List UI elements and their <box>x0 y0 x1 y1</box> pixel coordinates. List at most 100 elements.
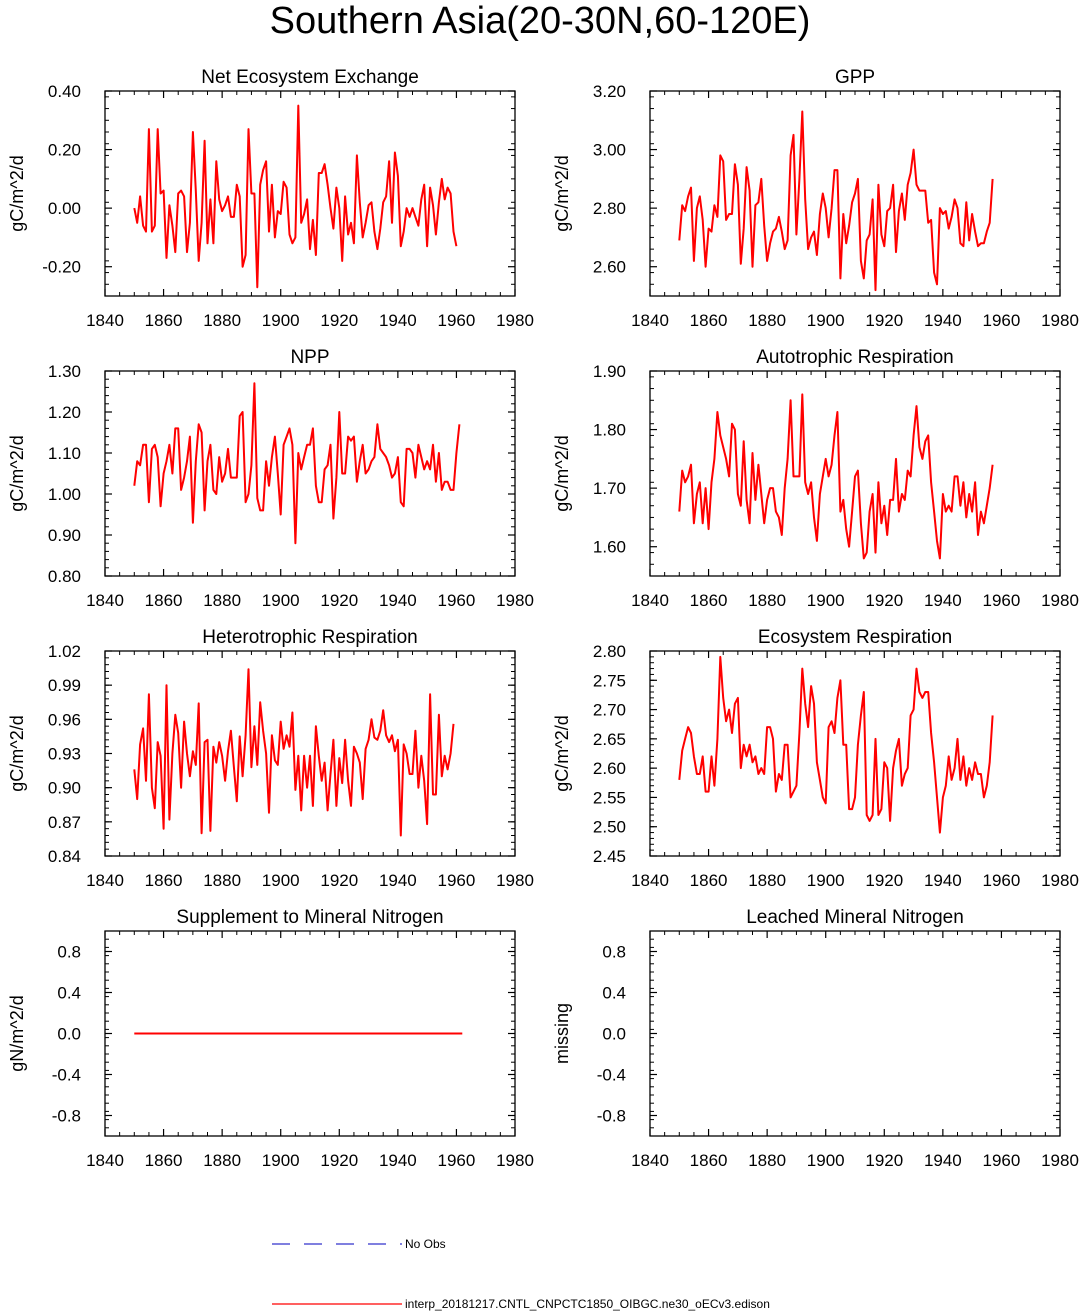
legend: No Obs interp_20181217.CNTL_CNPCTC1850_OI… <box>272 1237 770 1311</box>
y-tick-label: 0.90 <box>48 526 81 545</box>
x-tick-label: 1920 <box>865 1151 903 1170</box>
x-tick-label: 1920 <box>865 871 903 890</box>
x-tick-label: 1920 <box>320 311 358 330</box>
x-tick-label: 1980 <box>496 1151 534 1170</box>
y-axis-label: gC/m^2/d <box>552 155 572 231</box>
y-tick-label: 0.93 <box>48 745 81 764</box>
x-tick-label: 1880 <box>748 591 786 610</box>
y-tick-label: 0.4 <box>602 984 626 1003</box>
y-tick-label: 0.0 <box>602 1025 626 1044</box>
x-tick-label: 1880 <box>748 311 786 330</box>
plot-frame <box>104 650 516 857</box>
y-tick-label: 2.70 <box>593 701 626 720</box>
series-line <box>678 393 994 560</box>
y-tick-label: 2.60 <box>593 258 626 277</box>
y-tick-label: 2.80 <box>593 642 626 661</box>
x-tick-label: 1840 <box>631 1151 669 1170</box>
x-tick-label: 1840 <box>631 871 669 890</box>
x-tick-label: 1920 <box>320 591 358 610</box>
y-tick-label: 0.87 <box>48 813 81 832</box>
y-tick-label: 0.8 <box>57 943 81 962</box>
y-axis-label: gC/m^2/d <box>552 715 572 791</box>
x-tick-label: 1840 <box>86 1151 124 1170</box>
y-tick-label: 3.20 <box>593 82 626 101</box>
x-tick-label: 1880 <box>748 871 786 890</box>
x-tick-label: 1920 <box>865 591 903 610</box>
chart-panel-1: Net Ecosystem Exchange 1840 1860 1880 1900 19… <box>7 67 534 330</box>
y-axis-label: gC/m^2/d <box>7 435 27 511</box>
y-tick-label: 0.40 <box>48 82 81 101</box>
y-tick-label: 1.00 <box>48 485 81 504</box>
series-line <box>133 382 461 545</box>
y-tick-label: 2.75 <box>593 671 626 690</box>
y-tick-label: 2.55 <box>593 788 626 807</box>
x-tick-label: 1960 <box>983 1151 1021 1170</box>
y-tick-label: 0.84 <box>48 847 81 866</box>
x-tick-label: 1960 <box>983 311 1021 330</box>
x-tick-label: 1940 <box>924 1151 962 1170</box>
y-axis-label: gN/m^2/d <box>7 995 27 1071</box>
y-tick-label: 3.00 <box>593 141 626 160</box>
figure-title: Southern Asia(20-30N,60-120E) <box>269 0 811 42</box>
x-tick-label: 1860 <box>145 591 183 610</box>
y-tick-label: 1.10 <box>48 444 81 463</box>
plot-frame <box>649 930 1061 1137</box>
plot-frame <box>649 650 1061 857</box>
x-tick-label: 1920 <box>865 311 903 330</box>
y-tick-label: 1.80 <box>593 421 626 440</box>
plot-frame <box>104 370 516 577</box>
x-tick-label: 1860 <box>690 591 728 610</box>
y-tick-label: -0.8 <box>52 1107 81 1126</box>
chart-panel-8: Leached Mineral Nitrogen 1840 1860 1880 1900… <box>552 907 1079 1170</box>
x-tick-label: 1980 <box>496 311 534 330</box>
x-tick-label: 1980 <box>1041 591 1079 610</box>
panel-title: Ecosystem Respiration <box>758 627 952 648</box>
y-tick-label: 0.90 <box>48 779 81 798</box>
x-tick-label: 1900 <box>807 871 845 890</box>
x-tick-label: 1960 <box>438 311 476 330</box>
x-tick-label: 1900 <box>262 871 300 890</box>
y-tick-label: 1.60 <box>593 538 626 557</box>
x-tick-label: 1860 <box>145 871 183 890</box>
x-tick-label: 1940 <box>924 591 962 610</box>
x-tick-label: 1920 <box>320 1151 358 1170</box>
series-line <box>133 668 455 837</box>
panel-title: Autotrophic Respiration <box>756 347 954 368</box>
x-tick-label: 1940 <box>924 311 962 330</box>
y-tick-label: -0.4 <box>52 1066 81 1085</box>
y-tick-label: 1.02 <box>48 642 81 661</box>
y-tick-label: 2.65 <box>593 730 626 749</box>
x-tick-label: 1940 <box>924 871 962 890</box>
x-tick-label: 1960 <box>983 871 1021 890</box>
x-tick-label: 1980 <box>1041 311 1079 330</box>
x-tick-label: 1880 <box>203 591 241 610</box>
x-tick-label: 1940 <box>379 1151 417 1170</box>
series-line <box>133 104 458 289</box>
x-tick-label: 1840 <box>86 871 124 890</box>
x-tick-label: 1900 <box>807 1151 845 1170</box>
x-tick-label: 1840 <box>631 591 669 610</box>
x-tick-label: 1960 <box>438 1151 476 1170</box>
x-tick-label: 1960 <box>983 591 1021 610</box>
y-tick-label: 1.90 <box>593 362 626 381</box>
y-tick-label: -0.20 <box>42 258 81 277</box>
chart-panel-6: Ecosystem Respiration 1840 1860 1880 1900 192… <box>552 627 1079 890</box>
x-tick-label: 1920 <box>320 871 358 890</box>
y-tick-label: 2.80 <box>593 199 626 218</box>
panel-title: NPP <box>290 347 329 368</box>
x-tick-label: 1940 <box>379 311 417 330</box>
x-tick-label: 1840 <box>631 311 669 330</box>
y-axis-label: gC/m^2/d <box>7 715 27 791</box>
y-tick-label: 0.4 <box>57 984 81 1003</box>
y-axis-label: gC/m^2/d <box>552 435 572 511</box>
x-tick-label: 1980 <box>1041 871 1079 890</box>
x-tick-label: 1840 <box>86 311 124 330</box>
x-tick-label: 1840 <box>86 591 124 610</box>
y-tick-label: 0.99 <box>48 676 81 695</box>
series-line <box>678 110 994 292</box>
y-tick-label: 0.8 <box>602 943 626 962</box>
panel-title: Leached Mineral Nitrogen <box>746 907 964 928</box>
y-tick-label: 0.80 <box>48 567 81 586</box>
x-tick-label: 1860 <box>690 1151 728 1170</box>
y-tick-label: 0.0 <box>57 1025 81 1044</box>
